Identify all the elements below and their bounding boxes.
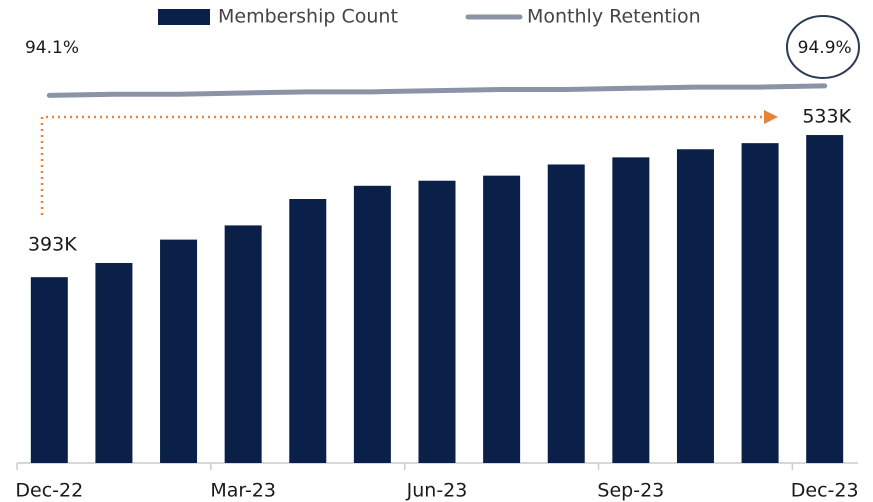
x-tick-label: Jun-23: [406, 480, 468, 502]
x-tick-label: Mar-23: [210, 480, 276, 502]
bar: [30, 277, 68, 463]
retention-line: [46, 83, 828, 98]
data-label: 393K: [28, 234, 77, 256]
data-label: 533K: [802, 106, 851, 128]
bar: [95, 262, 133, 463]
bar: [483, 175, 521, 463]
bar: [418, 180, 456, 463]
legend-label: Membership Count: [218, 6, 398, 28]
annotation-arrow: [40, 115, 764, 215]
bar: [547, 164, 585, 463]
data-label: 94.9%: [798, 38, 852, 58]
bar: [676, 149, 714, 463]
legend-label: Monthly Retention: [527, 6, 701, 28]
highlight-circle: [786, 15, 860, 79]
data-label: 94.1%: [25, 38, 79, 58]
legend-swatch: [158, 9, 210, 25]
bar: [612, 157, 650, 463]
bar: [741, 143, 779, 463]
bar: [806, 135, 844, 463]
bar: [224, 225, 262, 463]
bar: [160, 239, 198, 463]
bar: [289, 199, 327, 463]
x-tick-label: Dec-22: [15, 480, 83, 502]
x-tick-label: Sep-23: [597, 480, 664, 502]
arrowhead: [764, 110, 778, 124]
bar: [353, 185, 391, 464]
x-tick-label: Dec-23: [791, 480, 859, 502]
